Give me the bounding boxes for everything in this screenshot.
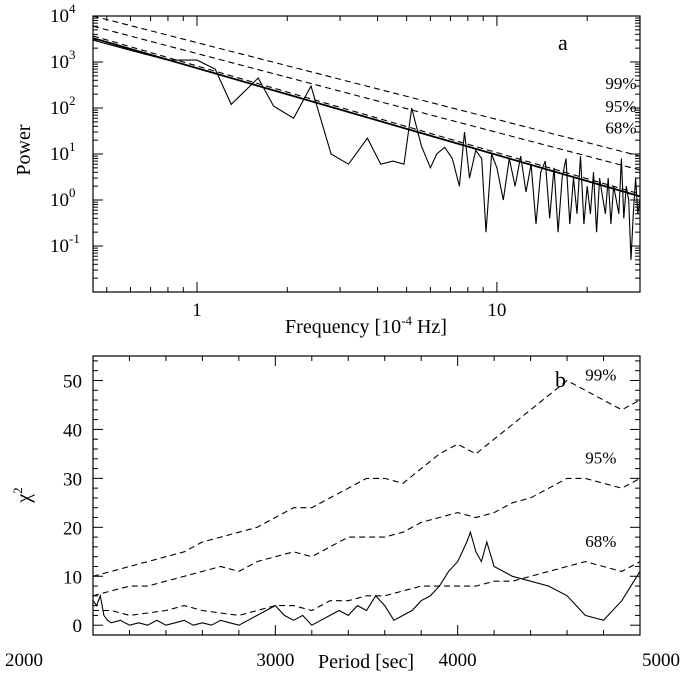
panel-b-y-tick-label-1: 10: [63, 567, 82, 588]
panel-a-x-tick-label-1: 10: [487, 300, 506, 321]
panel-b-x-tick-label-1: 3000: [256, 650, 294, 671]
panel-b-y-tick-label-2: 20: [63, 518, 82, 539]
panel-a-x-axis-label: Frequency [10-4 Hz]: [285, 313, 447, 338]
panel-b-label: b: [555, 367, 566, 392]
panel-b-frame: [92, 355, 641, 636]
panel-a-y-tick-label-3: 101: [50, 139, 76, 165]
panel-b-y-axis-label: χ2: [10, 487, 35, 503]
panel-a-ticks: [93, 15, 641, 293]
panel-a-y-tick-label-4: 100: [50, 185, 76, 211]
panel-b-y-tick-label-3: 30: [63, 469, 82, 490]
panel-a-y-tick-labels: 104 103 102 101 100 10-1: [50, 1, 80, 257]
panel-b-x-tick-label-3: 5000: [642, 650, 680, 671]
panel-a-x-tick-labels: 1 10: [192, 300, 506, 321]
panel-b-level-label-2: 68%: [585, 532, 616, 551]
panel-a-y-axis-label: Power: [13, 124, 35, 175]
panel-a-y-tick-label-5: 10-1: [50, 231, 80, 257]
panel-b-series-0: [92, 530, 641, 626]
panel-a-y-tick-label-1: 103: [50, 47, 76, 73]
panel-b-ticks: [92, 356, 641, 635]
panel-a-frame: [92, 15, 641, 293]
panel-a-series: [92, 15, 641, 260]
panel-a-series-4: [92, 15, 641, 157]
panel-a-series-2: [92, 35, 641, 195]
panel-b-x-axis-label: Period [sec]: [318, 651, 414, 673]
panel-b-x-tick-label-2: 4000: [439, 650, 477, 671]
panel-a-y-tick-label-2: 102: [50, 93, 76, 119]
panel-b-y-tick-labels: 0 10 20 30 40 50: [63, 371, 82, 637]
panel-b-y-tick-label-4: 40: [63, 420, 82, 441]
panel-b-series-1: [93, 561, 641, 616]
panel-b-series: [92, 379, 641, 626]
panel-a-series-1: [92, 37, 641, 198]
panel-b-x-tick-label-0: 2000: [5, 650, 43, 671]
panel-a-series-0: [92, 39, 641, 260]
panel-a-level-label-2: 68%: [605, 118, 636, 137]
panel-b-x-tick-labels: 2000 3000 4000 5000: [5, 650, 680, 671]
panel-b-y-tick-label-5: 50: [63, 371, 82, 392]
panel-a-label: a: [558, 30, 568, 55]
panel-b-level-labels: 99% 95% 68%: [585, 365, 616, 550]
panel-b-series-2: [92, 477, 641, 597]
panel-b-y-tick-label-0: 0: [73, 616, 83, 637]
panel-a-series-3: [92, 25, 641, 171]
panel-a-level-label-1: 95%: [605, 97, 636, 116]
panel-a-level-label-0: 99%: [605, 74, 636, 93]
chi-square-panel: 0 10 20 30 40 50 2000 3000 4000 5000 99% 95% 68% b…: [5, 355, 680, 673]
power-spectrum-panel: 104 103 102 101 100 10-1 1 10 99% 95% 68% a Freq…: [13, 1, 641, 338]
panel-b-level-label-1: 95%: [585, 449, 616, 468]
panel-a-y-tick-label-0: 104: [50, 1, 76, 27]
panel-a-level-labels: 99% 95% 68%: [605, 74, 636, 138]
panel-b-level-label-0: 99%: [585, 365, 616, 384]
panel-a-x-tick-label-0: 1: [192, 300, 202, 321]
panel-b-series-3: [92, 379, 641, 577]
